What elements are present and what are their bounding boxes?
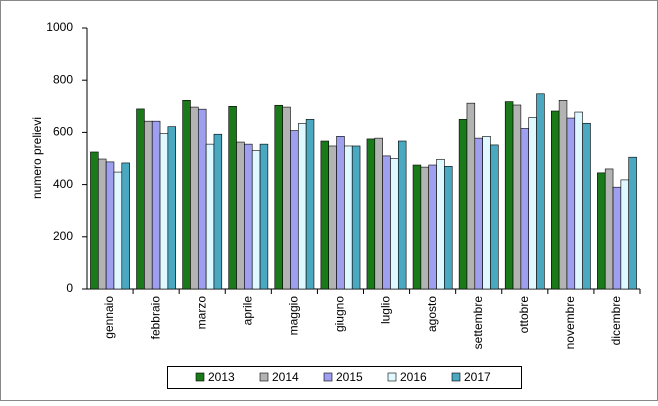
bar bbox=[428, 164, 437, 290]
bar bbox=[574, 111, 583, 290]
bar bbox=[97, 158, 107, 290]
legend-swatch bbox=[451, 372, 461, 382]
bar bbox=[251, 150, 261, 290]
bar bbox=[151, 120, 161, 290]
bar bbox=[520, 128, 530, 290]
bar bbox=[536, 93, 545, 290]
bar bbox=[628, 156, 637, 290]
bar bbox=[504, 101, 514, 290]
bar bbox=[550, 110, 560, 290]
bar bbox=[604, 168, 614, 290]
bar bbox=[259, 143, 269, 290]
bar bbox=[205, 143, 215, 290]
x-tick-label: marzo bbox=[194, 296, 208, 330]
legend-swatch bbox=[323, 372, 333, 382]
bar bbox=[305, 119, 315, 290]
legend-swatch bbox=[387, 372, 397, 382]
x-tick-label: dicembre bbox=[609, 296, 623, 346]
bar bbox=[528, 117, 537, 290]
x-tick-label: settembre bbox=[471, 296, 485, 350]
bar bbox=[182, 99, 191, 290]
bar bbox=[482, 136, 491, 290]
x-tick-label: aprile bbox=[240, 296, 254, 326]
legend-box bbox=[167, 366, 522, 389]
bar bbox=[282, 106, 291, 290]
bar bbox=[436, 158, 445, 290]
bar bbox=[297, 123, 307, 290]
bar bbox=[190, 106, 199, 290]
bar bbox=[490, 144, 499, 290]
y-tick-label: 1000 bbox=[46, 20, 73, 34]
legend-label: 2017 bbox=[464, 370, 491, 384]
bar bbox=[344, 145, 353, 290]
legend-label: 2013 bbox=[208, 370, 235, 384]
legend-swatch bbox=[195, 372, 205, 382]
bar bbox=[90, 151, 99, 290]
bar bbox=[228, 106, 237, 290]
bar bbox=[374, 137, 383, 290]
bar bbox=[274, 104, 283, 290]
bar bbox=[420, 166, 430, 290]
bar bbox=[366, 138, 376, 290]
bar bbox=[620, 179, 630, 290]
x-tick-label: febbraio bbox=[148, 296, 162, 340]
bar bbox=[382, 155, 391, 290]
bar bbox=[328, 145, 337, 290]
bar bbox=[397, 140, 407, 290]
y-tick-label: 800 bbox=[53, 72, 73, 86]
y-axis-label: numero prelievi bbox=[30, 117, 44, 199]
bar bbox=[390, 158, 399, 290]
bar bbox=[136, 108, 145, 290]
bar bbox=[244, 143, 253, 290]
bar bbox=[351, 145, 361, 290]
x-tick-label: maggio bbox=[287, 296, 301, 336]
legend-label: 2015 bbox=[336, 370, 363, 384]
x-tick-label: agosto bbox=[425, 296, 439, 332]
bar bbox=[474, 137, 483, 290]
x-tick-label: ottobre bbox=[517, 296, 531, 334]
bar bbox=[597, 172, 606, 290]
bar bbox=[159, 133, 169, 290]
bar bbox=[105, 161, 115, 290]
y-tick-label: 600 bbox=[53, 125, 73, 139]
x-tick-label: giugno bbox=[333, 296, 347, 332]
y-tick-label: 400 bbox=[53, 177, 73, 191]
bar bbox=[458, 119, 468, 290]
x-tick-label: luglio bbox=[379, 296, 393, 324]
bar bbox=[144, 120, 153, 290]
bar bbox=[412, 164, 422, 290]
x-tick-label: gennaio bbox=[102, 296, 116, 339]
bar bbox=[444, 166, 453, 290]
bar bbox=[566, 117, 576, 290]
y-tick-label: 0 bbox=[66, 281, 73, 295]
bar bbox=[558, 99, 568, 290]
bar bbox=[612, 186, 622, 290]
bar bbox=[512, 104, 522, 290]
legend-swatch bbox=[259, 372, 269, 382]
x-tick-label: novembre bbox=[563, 296, 577, 350]
bar bbox=[213, 133, 223, 290]
bar bbox=[236, 141, 245, 290]
y-tick-label: 200 bbox=[53, 229, 73, 243]
bar bbox=[466, 102, 476, 290]
legend-label: 2016 bbox=[400, 370, 427, 384]
bar bbox=[113, 171, 123, 290]
bar bbox=[582, 122, 591, 290]
bar bbox=[320, 140, 330, 290]
bar bbox=[336, 136, 345, 290]
bar bbox=[197, 108, 207, 290]
bar bbox=[167, 126, 177, 290]
bar bbox=[121, 162, 130, 290]
legend-label: 2014 bbox=[272, 370, 299, 384]
bar bbox=[290, 130, 299, 290]
